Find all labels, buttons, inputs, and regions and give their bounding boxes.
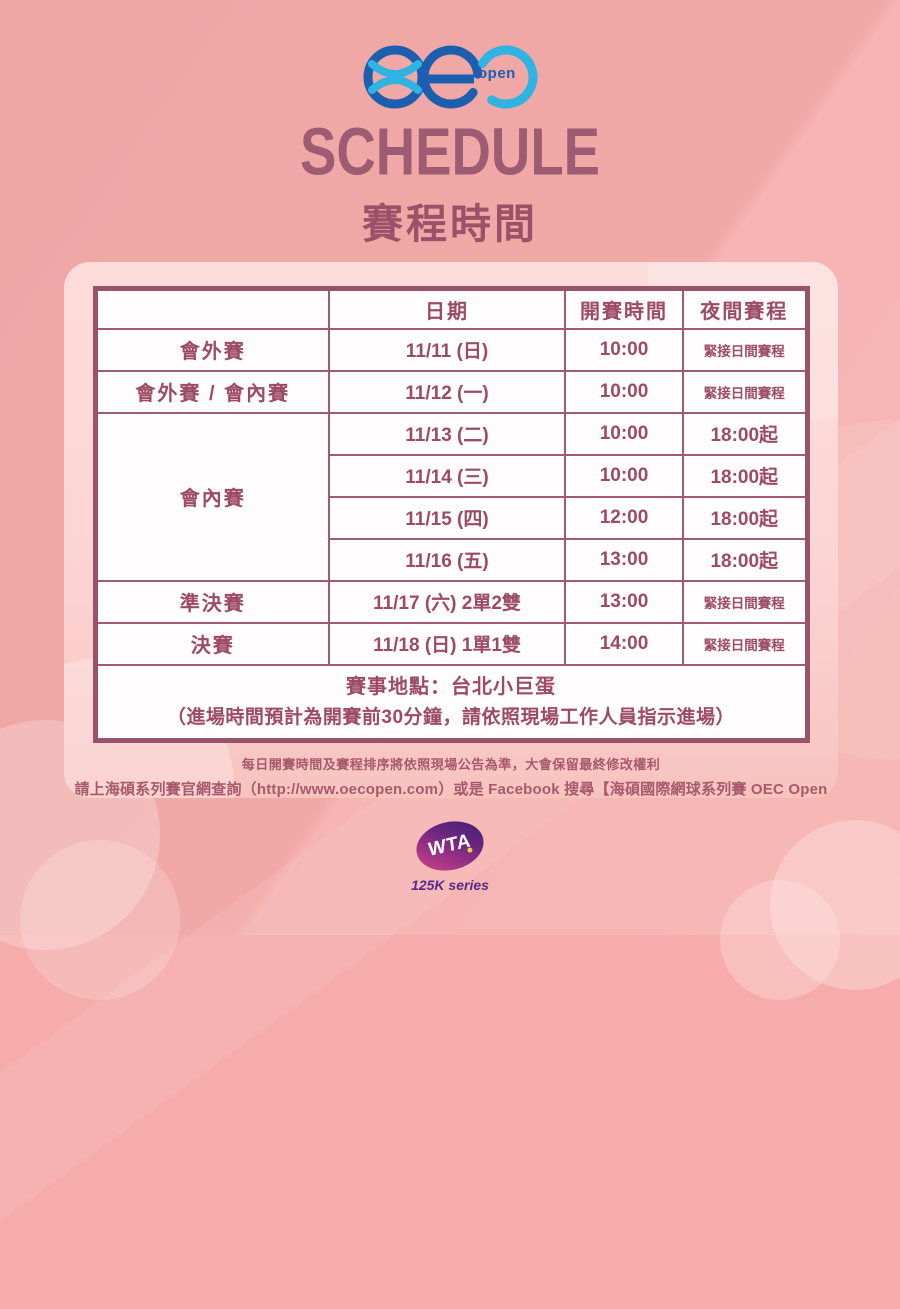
wta-oval-icon: WTA bbox=[411, 814, 489, 878]
night-cell: 緊接日間賽程 bbox=[682, 579, 808, 624]
letter-e bbox=[419, 45, 483, 109]
night-cell: 緊接日間賽程 bbox=[682, 621, 808, 666]
letter-c bbox=[474, 45, 538, 109]
time-cell: 14:00 bbox=[564, 621, 684, 666]
time-cell: 10:00 bbox=[564, 453, 684, 498]
date-cell: 11/13 (二) bbox=[328, 411, 566, 456]
table-row: 會內賽 11/13 (二) 10:00 18:00起 bbox=[94, 411, 808, 582]
table-row: 11/16 (五) 13:00 18:00起 bbox=[95, 537, 808, 582]
time-cell: 12:00 bbox=[564, 495, 684, 540]
night-cell: 18:00起 bbox=[682, 537, 808, 582]
footer-notes: 每日開賽時間及賽程排序將依照現場公告為準，大會保留最終修改權利 請上海碩系列賽官… bbox=[64, 754, 838, 798]
page-title: SCHEDULE bbox=[299, 115, 601, 190]
table-footer-row: 賽事地點：台北小巨蛋 （進場時間預計為開賽前30分鐘，請依照現場工作人員指示進場… bbox=[94, 663, 808, 742]
venue-cell: 賽事地點：台北小巨蛋 （進場時間預計為開賽前30分鐘，請依照現場工作人員指示進場… bbox=[94, 663, 808, 742]
stage-main-draw: 會內賽 bbox=[94, 411, 330, 582]
time-cell: 10:00 bbox=[564, 369, 684, 414]
table-row: 11/15 (四) 12:00 18:00起 bbox=[95, 495, 808, 540]
table-row: 準決賽 11/17 (六) 2單2雙 13:00 緊接日間賽程 bbox=[94, 579, 808, 624]
time-cell: 10:00 bbox=[564, 411, 684, 456]
note-website: 請上海碩系列賽官網查詢（http://www.oecopen.com）或是 Fa… bbox=[74, 781, 828, 798]
wta-tennis-ball-dot-icon bbox=[466, 847, 473, 854]
oec-open-logo: open bbox=[362, 42, 538, 112]
header-date: 日期 bbox=[328, 287, 566, 330]
wta-series-label: 125K series bbox=[411, 877, 489, 893]
entry-note-text: （進場時間預計為開賽前30分鐘，請依照現場工作人員指示進場） bbox=[166, 706, 736, 728]
oec-logo-graphic bbox=[363, 45, 538, 109]
table-row: 會外賽 / 會內賽 11/12 (一) 10:00 緊接日間賽程 bbox=[94, 369, 808, 414]
time-cell: 13:00 bbox=[564, 579, 684, 624]
tennis-ball-icon bbox=[363, 45, 427, 109]
table-row: 會外賽 11/11 (日) 10:00 緊接日間賽程 bbox=[94, 327, 808, 372]
decor-circle-bottom-right-small bbox=[720, 880, 840, 1000]
note-disclaimer: 每日開賽時間及賽程排序將依照現場公告為準，大會保留最終修改權利 bbox=[241, 757, 661, 772]
night-cell: 緊接日間賽程 bbox=[682, 327, 808, 372]
date-cell: 11/14 (三) bbox=[328, 453, 566, 498]
oec-open-label: open bbox=[478, 65, 516, 82]
night-cell: 18:00起 bbox=[682, 495, 808, 540]
night-cell: 18:00起 bbox=[682, 411, 808, 456]
date-cell: 11/15 (四) bbox=[328, 495, 566, 540]
stage-qualifying-main: 會外賽 / 會內賽 bbox=[94, 369, 330, 414]
date-cell: 11/11 (日) bbox=[328, 327, 566, 372]
venue-text: 賽事地點：台北小巨蛋 bbox=[346, 675, 556, 698]
table-header-row: 日期 開賽時間 夜間賽程 bbox=[94, 287, 808, 330]
header-night: 夜間賽程 bbox=[682, 287, 808, 330]
time-cell: 13:00 bbox=[564, 537, 684, 582]
page-subtitle: 賽程時間 bbox=[362, 201, 538, 247]
wta-125k-logo: WTA 125K series bbox=[0, 814, 900, 893]
date-cell: 11/12 (一) bbox=[328, 369, 566, 414]
night-cell: 緊接日間賽程 bbox=[682, 369, 808, 414]
table-row: 決賽 11/18 (日) 1單1雙 14:00 緊接日間賽程 bbox=[94, 621, 808, 666]
header-start-time: 開賽時間 bbox=[564, 287, 684, 330]
table-row: 11/14 (三) 10:00 18:00起 bbox=[95, 453, 808, 498]
stage-final: 決賽 bbox=[94, 621, 330, 666]
wta-label: WTA bbox=[427, 830, 473, 861]
schedule-table: 日期 開賽時間 夜間賽程 會外賽 11/11 (日) 10:00 緊接日間賽程 … bbox=[92, 286, 810, 743]
night-cell: 18:00起 bbox=[682, 453, 808, 498]
schedule-panel: 日期 開賽時間 夜間賽程 會外賽 11/11 (日) 10:00 緊接日間賽程 … bbox=[64, 262, 838, 798]
time-cell: 10:00 bbox=[564, 327, 684, 372]
date-cell: 11/17 (六) 2單2雙 bbox=[328, 579, 566, 624]
stage-qualifying: 會外賽 bbox=[94, 327, 330, 372]
header-stage bbox=[94, 287, 330, 330]
date-cell: 11/16 (五) bbox=[328, 537, 566, 582]
date-cell: 11/18 (日) 1單1雙 bbox=[328, 621, 566, 666]
stage-semifinal: 準決賽 bbox=[94, 579, 330, 624]
